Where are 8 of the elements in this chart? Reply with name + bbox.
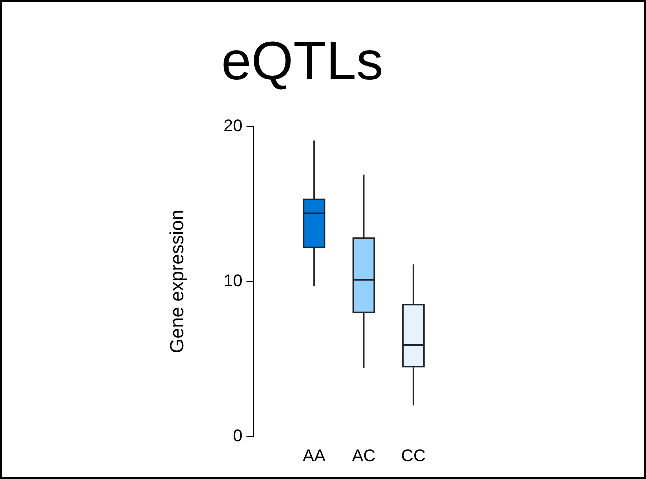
y-tick-label: 10 (224, 271, 243, 290)
y-tick-label: 20 (224, 116, 243, 136)
x-tick-label: CC (401, 446, 426, 466)
x-tick-label: AC (352, 446, 376, 466)
x-tick-label: AA (302, 446, 326, 466)
y-axis-title: Gene expression (168, 210, 189, 354)
y-tick-label: 0 (233, 426, 243, 446)
chart-title: eQTLs (221, 31, 384, 92)
